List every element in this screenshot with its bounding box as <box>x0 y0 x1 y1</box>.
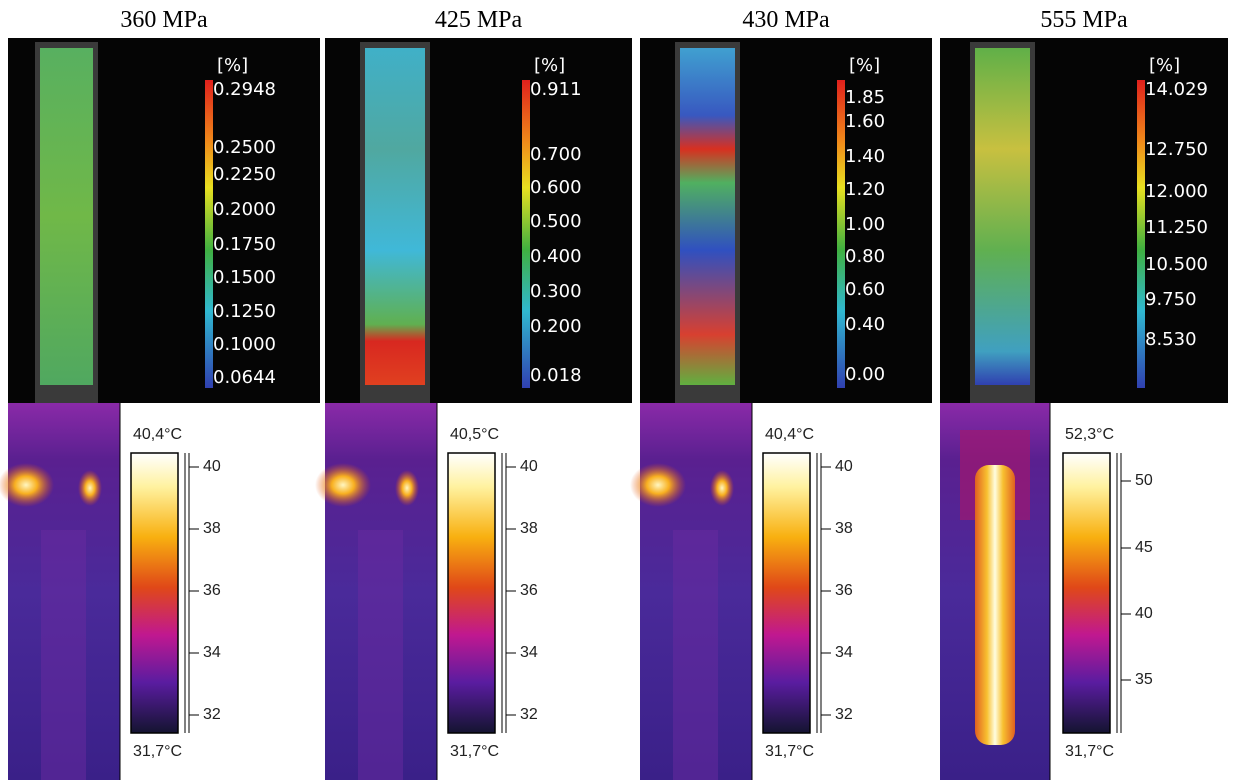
strain-tick-label: 14.029 <box>1145 79 1208 100</box>
specimen-thermal <box>358 530 403 780</box>
thermal-tick-label: 34 <box>203 644 221 661</box>
thermal-max: 52,3°C <box>1065 426 1114 443</box>
panel: 425 MPa [%] 0.911 0.700 0.600 0.500 0.400 0.300… <box>315 7 632 780</box>
thermal-colorbar <box>1062 452 1111 734</box>
thermal-min: 31,7°C <box>450 743 499 760</box>
strain-unit: [%] <box>534 55 565 76</box>
strain-field <box>365 48 425 385</box>
strain-tick-label: 0.2250 <box>213 164 276 185</box>
strain-tick-label: 0.1500 <box>213 267 276 288</box>
strain-colorbar <box>205 80 213 388</box>
thermal-tick-label: 40 <box>835 458 853 475</box>
hot-spot <box>710 470 734 506</box>
strain-colorbar <box>522 80 530 388</box>
strain-tick-label: 0.60 <box>845 279 885 300</box>
panel: 430 MPa [%] 1.85 1.60 1.40 1.20 1.00 0.80 0.60 0.… <box>630 7 932 780</box>
strain-tick-label: 0.700 <box>530 144 582 165</box>
thermal-tick-label: 35 <box>1135 671 1153 688</box>
thermal-tick-label: 36 <box>520 582 538 599</box>
strain-tick-label: 0.0644 <box>213 367 276 388</box>
thermal-colorbar <box>447 452 496 734</box>
strain-colorbar <box>1137 80 1145 388</box>
strain-colorbar <box>837 80 845 388</box>
thermal-max: 40,4°C <box>765 426 814 443</box>
thermal-colorbar <box>762 452 811 734</box>
panel-title: 425 MPa <box>435 7 523 33</box>
thermal-tick-label: 34 <box>520 644 538 661</box>
thermal-tick-label: 45 <box>1135 539 1153 556</box>
hot-spot <box>395 470 419 506</box>
strain-tick-label: 0.1000 <box>213 334 276 355</box>
strain-unit: [%] <box>217 55 248 76</box>
strain-unit: [%] <box>1149 55 1180 76</box>
strain-tick-label: 1.60 <box>845 111 885 132</box>
strain-tick-label: 0.2500 <box>213 137 276 158</box>
thermal-tick-label: 40 <box>520 458 538 475</box>
hot-spot <box>78 470 102 506</box>
strain-tick-label: 12.750 <box>1145 139 1208 160</box>
strain-tick-label: 1.40 <box>845 146 885 167</box>
panel: 555 MPa [%] 14.029 12.750 12.000 11.250 10.500… <box>940 7 1228 780</box>
strain-tick-label: 0.500 <box>530 211 582 232</box>
panel: 360 MPa [%] 0.2948 0.2500 0.2250 0.2000 0.1750… <box>0 7 320 780</box>
thermal-tick-label: 40 <box>203 458 221 475</box>
thermal-tick-label: 32 <box>520 706 538 723</box>
strain-field <box>975 48 1030 385</box>
thermal-tick-label: 32 <box>835 706 853 723</box>
panel-title: 430 MPa <box>742 7 830 33</box>
specimen-thermal <box>41 530 86 780</box>
strain-unit: [%] <box>849 55 880 76</box>
thermal-max: 40,5°C <box>450 426 499 443</box>
strain-tick-label: 0.2948 <box>213 79 276 100</box>
thermal-tick-label: 38 <box>835 520 853 537</box>
strain-tick-label: 1.85 <box>845 87 885 108</box>
panel-title: 555 MPa <box>1040 7 1128 33</box>
strain-tick-label: 0.1750 <box>213 234 276 255</box>
thermal-tick-label: 40 <box>1135 605 1153 622</box>
strain-tick-label: 8.530 <box>1145 329 1197 350</box>
thermal-min: 31,7°C <box>765 743 814 760</box>
strain-tick-label: 1.20 <box>845 179 885 200</box>
strain-tick-label: 12.000 <box>1145 181 1208 202</box>
thermal-max: 40,4°C <box>133 426 182 443</box>
hot-spot <box>315 463 371 507</box>
strain-tick-label: 0.600 <box>530 177 582 198</box>
strain-field <box>680 48 735 385</box>
thermal-tick-label: 50 <box>1135 472 1153 489</box>
thermal-min: 31,7°C <box>1065 743 1114 760</box>
thermal-tick-label: 36 <box>835 582 853 599</box>
thermal-min: 31,7°C <box>133 743 182 760</box>
thermal-colorbar <box>130 452 179 734</box>
hot-spot <box>0 463 54 507</box>
strain-tick-label: 1.00 <box>845 214 885 235</box>
panel-title: 360 MPa <box>120 7 208 33</box>
thermal-tick-label: 36 <box>203 582 221 599</box>
strain-tick-label: 0.80 <box>845 246 885 267</box>
strain-tick-label: 0.300 <box>530 281 582 302</box>
strain-tick-label: 0.400 <box>530 246 582 267</box>
strain-tick-label: 0.018 <box>530 365 582 386</box>
strain-tick-label: 0.40 <box>845 314 885 335</box>
strain-tick-label: 0.200 <box>530 316 582 337</box>
thermal-tick-label: 32 <box>203 706 221 723</box>
strain-tick-label: 0.2000 <box>213 199 276 220</box>
hot-spot <box>630 463 686 507</box>
thermal-tick-label: 38 <box>520 520 538 537</box>
strain-tick-label: 0.1250 <box>213 301 276 322</box>
strain-field <box>40 48 93 385</box>
specimen-thermal <box>673 530 718 780</box>
strain-tick-label: 11.250 <box>1145 217 1208 238</box>
strain-tick-label: 10.500 <box>1145 254 1208 275</box>
thermal-tick-label: 34 <box>835 644 853 661</box>
strain-tick-label: 0.911 <box>530 79 582 100</box>
thermal-tick-label: 38 <box>203 520 221 537</box>
strain-tick-label: 0.00 <box>845 364 885 385</box>
strain-tick-label: 9.750 <box>1145 289 1197 310</box>
hot-column <box>975 465 1015 745</box>
